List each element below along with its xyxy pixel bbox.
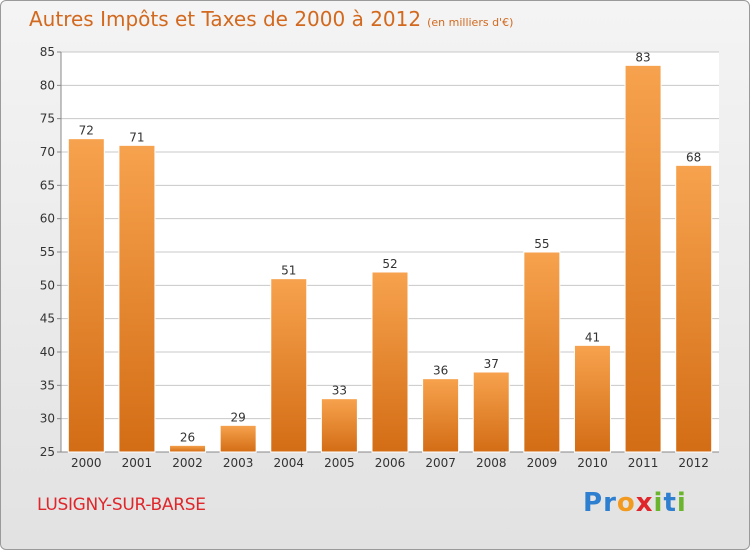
bar-value-label: 52 <box>382 257 397 271</box>
bar-value-label: 83 <box>635 50 650 64</box>
bar-value-label: 29 <box>231 410 246 424</box>
y-tick-label: 25 <box>40 445 55 459</box>
bar <box>422 378 460 453</box>
bar <box>118 144 156 453</box>
bar-value-label: 51 <box>281 264 296 278</box>
bar-value-label: 33 <box>332 384 347 398</box>
x-tick-label: 2004 <box>273 456 304 470</box>
y-tick-label: 30 <box>40 412 55 426</box>
x-tick-label: 2001 <box>122 456 153 470</box>
bar-value-label: 72 <box>79 124 94 138</box>
x-tick-label: 2005 <box>324 456 355 470</box>
y-tick-label: 85 <box>40 45 55 59</box>
logo-letter-5: t <box>663 488 677 518</box>
x-tick-label: 2000 <box>71 456 102 470</box>
y-tick-label: 75 <box>40 112 55 126</box>
bar <box>523 251 561 453</box>
logo-letter-2: o <box>616 488 636 518</box>
bar <box>675 164 713 453</box>
y-tick-label: 50 <box>40 278 55 292</box>
logo-letter-1: r <box>603 488 617 518</box>
logo-letter-4: i <box>653 488 664 518</box>
x-tick-label: 2006 <box>375 456 406 470</box>
chart-title: Autres Impôts et Taxes de 2000 à 2012 (en… <box>29 7 513 31</box>
chart-subtitle: (en milliers d'€) <box>427 16 514 29</box>
bar-value-label: 71 <box>129 130 144 144</box>
y-tick-label: 65 <box>40 178 55 192</box>
x-tick-label: 2009 <box>527 456 558 470</box>
y-tick-label: 45 <box>40 312 55 326</box>
y-tick-label: 40 <box>40 345 55 359</box>
x-tick-label: 2012 <box>678 456 709 470</box>
bar-value-label: 26 <box>180 430 195 444</box>
bar <box>371 271 409 453</box>
bar <box>573 344 611 453</box>
bar <box>67 138 105 453</box>
bar-value-label: 37 <box>484 357 499 371</box>
x-tick-label: 2010 <box>577 456 608 470</box>
y-tick-label: 70 <box>40 145 55 159</box>
logo-letter-0: P <box>583 488 604 518</box>
bar <box>270 278 308 453</box>
bar-value-label: 36 <box>433 364 448 378</box>
bar <box>219 424 257 453</box>
bar <box>320 398 358 453</box>
y-tick-label: 35 <box>40 378 55 392</box>
y-tick-label: 60 <box>40 212 55 226</box>
bar-value-label: 68 <box>686 150 701 164</box>
bar <box>169 444 207 453</box>
x-tick-label: 2011 <box>628 456 659 470</box>
logo-letter-6: i <box>676 488 687 518</box>
proxiti-logo: Proxiti <box>583 488 687 518</box>
bar-value-label: 55 <box>534 237 549 251</box>
bar <box>624 64 662 453</box>
place-name: LUSIGNY-SUR-BARSE <box>37 495 206 515</box>
logo-letter-3: x <box>635 488 654 518</box>
x-tick-label: 2008 <box>476 456 507 470</box>
x-tick-label: 2002 <box>172 456 203 470</box>
y-tick-label: 55 <box>40 245 55 259</box>
x-tick-label: 2003 <box>223 456 254 470</box>
x-tick-label: 2007 <box>425 456 456 470</box>
y-tick-label: 80 <box>40 78 55 92</box>
title-text: Autres Impôts et Taxes de 2000 à 2012 <box>29 7 422 31</box>
bar-value-label: 41 <box>585 330 600 344</box>
bar <box>472 371 510 453</box>
